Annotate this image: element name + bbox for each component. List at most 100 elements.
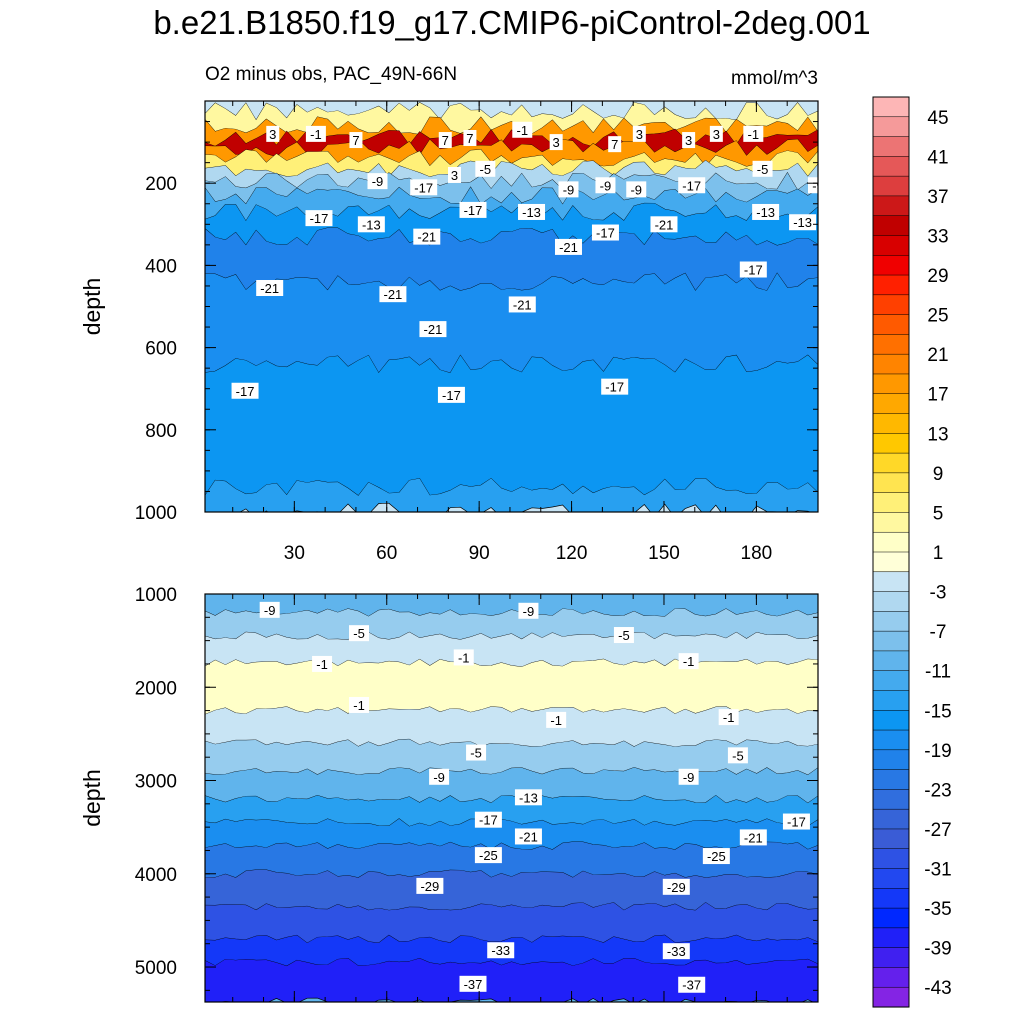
contour-label-text: -17 xyxy=(414,180,433,195)
contour-label: -21 xyxy=(256,280,284,297)
contour-label-bg xyxy=(466,744,487,761)
contour-label-text: -17 xyxy=(682,178,701,193)
contour-label-bg xyxy=(752,203,780,220)
contour-label: -9 xyxy=(259,601,280,618)
y-tick-label: 4000 xyxy=(135,865,177,886)
colorbar-swatch xyxy=(872,156,910,177)
panel-frame xyxy=(204,593,819,1003)
contour-label: 3 xyxy=(709,125,723,142)
contour-label-text: -5 xyxy=(618,628,630,643)
contour-label-text: 3 xyxy=(269,127,276,142)
contour-label: -17 xyxy=(459,201,487,218)
colorbar-swatch xyxy=(872,947,910,968)
contour-label-text: -1 xyxy=(723,710,735,725)
contour-label-text: -25 xyxy=(707,849,726,864)
colorbar-swatch xyxy=(872,848,910,870)
contour-label: -1 xyxy=(546,711,567,728)
contour-label: -9 xyxy=(367,173,388,190)
contour-label: -33 xyxy=(487,942,515,959)
contour-label-bg xyxy=(518,602,539,619)
contour-label: -17 xyxy=(591,224,619,241)
contour-label-bg xyxy=(650,216,678,233)
colorbar-swatch xyxy=(872,274,910,296)
contour-label: -37 xyxy=(678,976,706,993)
contour-label: -21 xyxy=(650,216,678,233)
contour-label-bg xyxy=(546,711,567,728)
contour-label-bg xyxy=(739,829,767,846)
contour-label-bg xyxy=(709,125,723,142)
contour-label-text: -37 xyxy=(682,978,701,993)
contour-label-text: -17 xyxy=(605,380,624,395)
colorbar-swatch xyxy=(872,255,910,276)
contour-label-text: -13 xyxy=(519,790,538,805)
contour-label-bg xyxy=(752,160,773,177)
contour-label-text: -21 xyxy=(424,322,443,337)
colorbar-swatch xyxy=(872,116,910,138)
contour-label-bg xyxy=(678,768,699,785)
colorbar-swatch xyxy=(872,789,910,810)
contour-label-text: -17 xyxy=(442,388,461,403)
contour-label: -1 xyxy=(718,709,739,726)
colorbar-swatch xyxy=(872,235,910,256)
contour-label: -9 xyxy=(595,177,616,194)
contour-label-text: -17 xyxy=(236,384,255,399)
contour-label-text: 7 xyxy=(442,133,449,148)
contour-label: 3 xyxy=(682,132,696,149)
contour-label-text: -5 xyxy=(353,626,365,641)
contour-label: 3 xyxy=(448,166,462,183)
contour-label-bg xyxy=(305,125,326,142)
colorbar-label: -39 xyxy=(924,939,951,960)
contour-label: -13 xyxy=(357,216,385,233)
contour-label-bg xyxy=(438,132,452,149)
contour-label: -9 xyxy=(558,181,579,198)
contour-label-text: 3 xyxy=(636,127,643,142)
contour-label-bg xyxy=(632,125,646,142)
contour-label-bg xyxy=(413,228,441,245)
contour-label-bg xyxy=(256,280,284,297)
contour-band xyxy=(205,706,818,747)
contour-label-bg xyxy=(739,261,767,278)
colorbar-swatch xyxy=(872,907,910,929)
contour-label-text: -1 xyxy=(316,657,328,672)
contour-line xyxy=(205,502,812,512)
contour-label-text: -5 xyxy=(480,162,492,177)
contour-label-text: -21 xyxy=(384,287,403,302)
colorbar-swatch xyxy=(872,551,910,573)
contour-label: 7 xyxy=(349,132,363,149)
colorbar-swatch xyxy=(872,492,910,513)
colorbar-swatch xyxy=(872,690,910,711)
contour-label-text: -1 xyxy=(458,650,470,665)
contour-label: -29 xyxy=(662,878,690,895)
colorbar-swatch xyxy=(872,927,910,949)
y-tick-label: 2000 xyxy=(135,678,177,699)
contour-label: -1 xyxy=(678,653,699,670)
contour-label-bg xyxy=(678,976,706,993)
page-title: b.e21.B1850.f19_g17.CMIP6-piControl-2deg… xyxy=(153,4,871,41)
colorbar-swatch xyxy=(872,512,910,533)
contour-band xyxy=(205,841,818,878)
contour-label-text: -17 xyxy=(787,815,806,830)
contour-label-text: -25 xyxy=(479,848,498,863)
contour-label-bg xyxy=(682,132,696,149)
contour-label-bg xyxy=(379,286,407,303)
colorbar-label: 21 xyxy=(927,345,948,366)
contour-label-bg xyxy=(357,216,385,233)
contour-label-text: -33 xyxy=(491,943,510,958)
colorbar-swatch xyxy=(872,96,910,118)
colorbar-swatch xyxy=(872,729,910,751)
colorbar-swatch xyxy=(872,670,910,692)
contour-label: -17 xyxy=(437,386,465,403)
contour-band xyxy=(205,203,818,246)
contour-label: 7 xyxy=(438,132,452,149)
contour-label-bg xyxy=(718,709,739,726)
contour-label-text: -17 xyxy=(464,203,483,218)
contour-label: -13 xyxy=(789,214,817,231)
contour-label-bg xyxy=(662,878,690,895)
contour-label: -13 xyxy=(518,203,546,220)
contour-label-bg xyxy=(349,696,370,713)
contour-label-bg xyxy=(518,203,546,220)
colorbar-label: 37 xyxy=(927,187,948,208)
contour-label: -1 xyxy=(349,696,370,713)
y-tick-label: 3000 xyxy=(135,772,177,793)
